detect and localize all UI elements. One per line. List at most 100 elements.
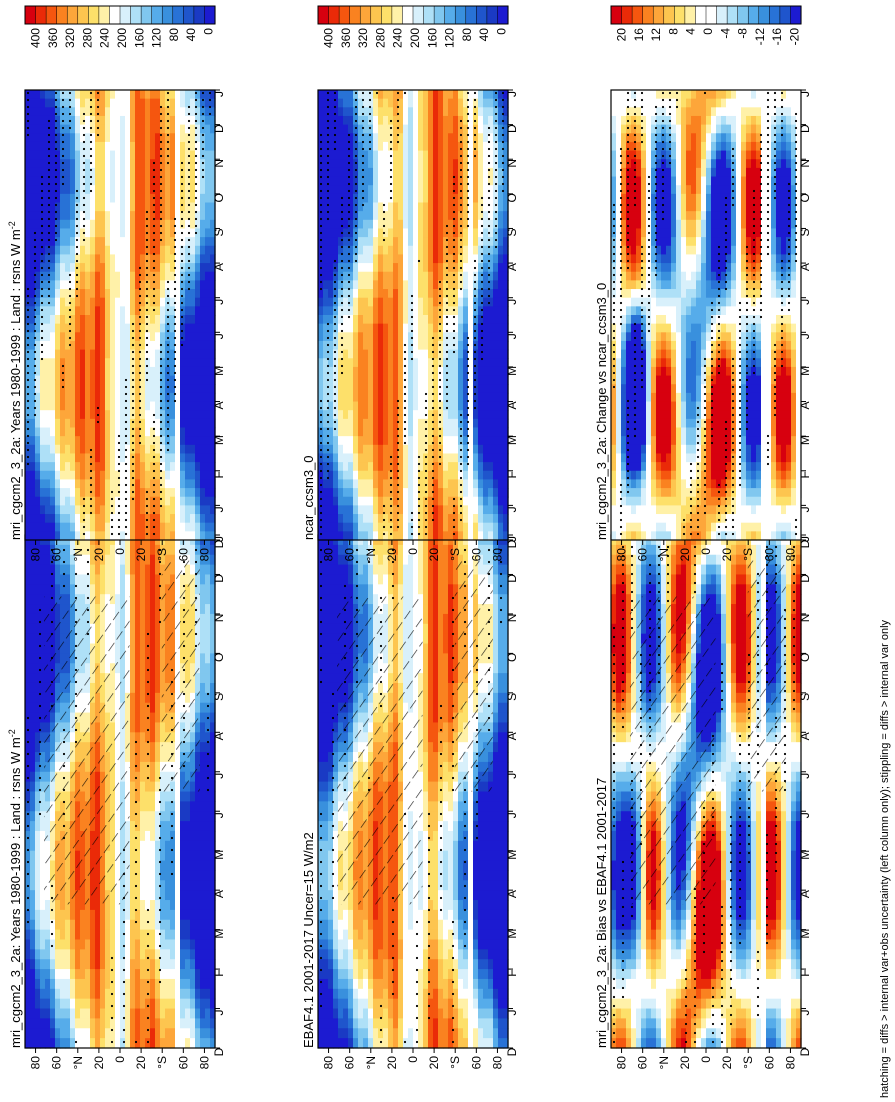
heatmap-cell bbox=[35, 613, 41, 625]
heatmap-cell bbox=[35, 682, 41, 694]
heatmap-cell bbox=[155, 594, 161, 605]
stipple-dot bbox=[131, 357, 135, 361]
heatmap-cell bbox=[70, 332, 76, 342]
heatmap-cell bbox=[190, 427, 196, 437]
heatmap-cell bbox=[175, 167, 181, 178]
stipple-dot bbox=[166, 315, 170, 319]
heatmap-cell bbox=[65, 436, 71, 446]
heatmap-cell bbox=[95, 245, 101, 256]
stipple-dot bbox=[75, 259, 79, 263]
heatmap-cell bbox=[130, 90, 136, 100]
stipple-dot bbox=[180, 224, 184, 228]
stipple-dot bbox=[166, 126, 170, 130]
heatmap-cell bbox=[125, 271, 131, 281]
heatmap-cell bbox=[35, 254, 41, 264]
heatmap-cell bbox=[160, 358, 166, 368]
heatmap-cell bbox=[45, 988, 51, 1000]
heatmap-cell bbox=[140, 969, 146, 980]
heatmap-cell bbox=[55, 159, 61, 169]
heatmap-cell bbox=[50, 150, 56, 160]
heatmap-cell bbox=[100, 228, 106, 238]
heatmap-cell bbox=[200, 584, 206, 595]
heatmap-cell bbox=[140, 107, 146, 117]
heatmap-cell bbox=[150, 185, 156, 195]
heatmap-cell bbox=[110, 418, 116, 429]
heatmap-cell bbox=[175, 860, 181, 872]
heatmap-cell bbox=[155, 375, 161, 385]
heatmap-cell bbox=[55, 998, 61, 1010]
heatmap-cell bbox=[195, 496, 201, 506]
stipple-dot bbox=[194, 548, 198, 552]
heatmap-cell bbox=[135, 289, 141, 299]
colorbar-swatch bbox=[140, 5, 153, 25]
lat-label: 20 bbox=[92, 548, 106, 562]
month-label: S bbox=[212, 228, 226, 236]
heatmap-cell bbox=[185, 791, 191, 802]
lat-label: °N bbox=[71, 548, 85, 561]
heatmap-cell bbox=[155, 115, 161, 126]
stipple-dot bbox=[152, 238, 156, 242]
heatmap-cell bbox=[30, 860, 36, 872]
heatmap-cell bbox=[210, 141, 216, 152]
heatmap-cell bbox=[140, 410, 146, 420]
heatmap-cell bbox=[190, 219, 196, 230]
heatmap-cell bbox=[195, 366, 201, 377]
heatmap-cell bbox=[135, 514, 141, 524]
heatmap-cell bbox=[35, 505, 41, 515]
heatmap-cell bbox=[50, 271, 56, 281]
heatmap-cell bbox=[195, 860, 201, 872]
heatmap-cell bbox=[110, 479, 116, 489]
heatmap-cell bbox=[55, 574, 61, 585]
heatmap-cell bbox=[140, 167, 146, 178]
stipple-dot bbox=[206, 692, 210, 696]
stipple-dot bbox=[201, 140, 205, 144]
stipple-dot bbox=[82, 133, 86, 137]
heatmap-cell bbox=[120, 418, 126, 429]
heatmap-cell bbox=[200, 653, 206, 664]
stipple-dot bbox=[158, 848, 162, 852]
stipple-dot bbox=[180, 168, 184, 172]
heatmap-cell bbox=[180, 959, 186, 970]
heatmap-cell bbox=[140, 237, 146, 247]
heatmap-cell bbox=[70, 410, 76, 420]
heatmap-cell bbox=[155, 237, 161, 247]
stipple-dot bbox=[89, 112, 93, 116]
heatmap-cell bbox=[110, 289, 116, 299]
heatmap-cell bbox=[185, 254, 191, 264]
heatmap-cell bbox=[155, 840, 161, 852]
stipple-dot bbox=[145, 252, 149, 256]
heatmap-cell bbox=[210, 453, 216, 463]
heatmap-cell bbox=[80, 939, 86, 950]
heatmap-cell bbox=[40, 722, 46, 733]
stipple-dot bbox=[33, 273, 37, 277]
heatmap-cell bbox=[155, 959, 161, 970]
heatmap-cell bbox=[200, 890, 206, 901]
heatmap-cell bbox=[40, 939, 46, 950]
heatmap-cell bbox=[165, 522, 171, 532]
stipple-dot bbox=[159, 182, 163, 186]
heatmap-cell bbox=[130, 1008, 136, 1020]
heatmap-cell bbox=[105, 978, 111, 990]
heatmap-cell bbox=[35, 811, 41, 822]
heatmap-cell bbox=[160, 444, 166, 455]
heatmap-cell bbox=[30, 488, 36, 498]
heatmap-cell bbox=[185, 453, 191, 463]
heatmap-cell bbox=[75, 531, 81, 541]
heatmap-cell bbox=[40, 544, 46, 556]
heatmap-cell bbox=[150, 133, 156, 143]
heatmap-cell bbox=[65, 462, 71, 472]
heatmap-cell bbox=[180, 90, 186, 100]
heatmap-cell bbox=[90, 202, 96, 212]
heatmap-cell bbox=[155, 939, 161, 950]
heatmap-cell bbox=[95, 297, 101, 307]
heatmap-cell bbox=[105, 959, 111, 970]
heatmap-cell bbox=[35, 479, 41, 489]
heatmap-cell bbox=[30, 107, 36, 117]
lat-label: 0 bbox=[113, 1056, 127, 1063]
stipple-dot bbox=[180, 329, 184, 333]
heatmap-cell bbox=[195, 306, 201, 316]
heatmap-cell bbox=[100, 384, 106, 394]
heatmap-cell bbox=[85, 488, 91, 498]
heatmap-cell bbox=[120, 1028, 126, 1039]
heatmap-cell bbox=[25, 176, 31, 186]
